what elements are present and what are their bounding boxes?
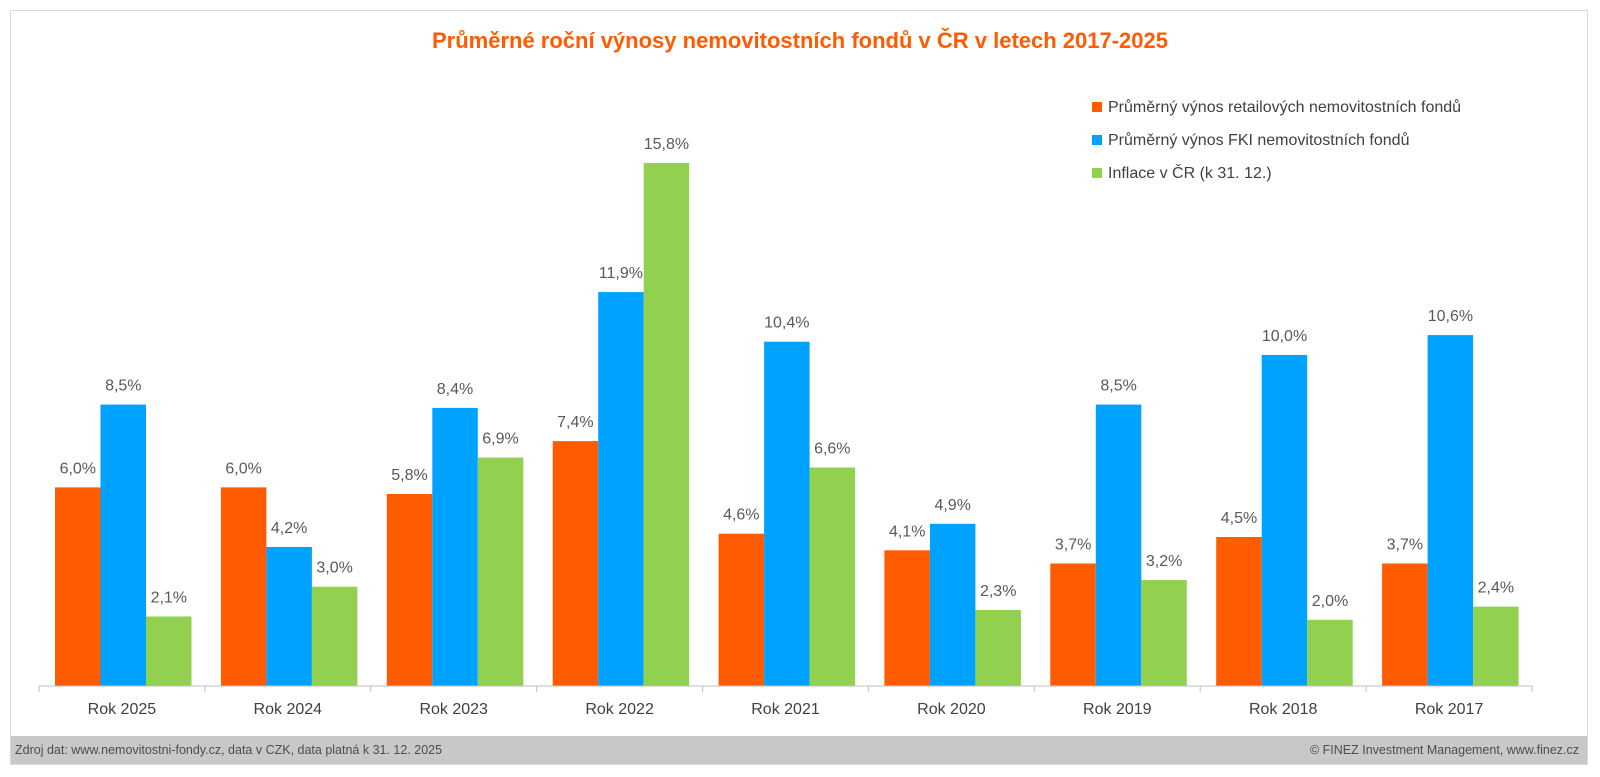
data-label-fki-4: 11,9% bbox=[599, 265, 643, 282]
bar-retail-1 bbox=[55, 487, 101, 686]
bar-inflation-3 bbox=[477, 457, 524, 686]
bar-fki-7 bbox=[1095, 404, 1142, 686]
bar-retail-3 bbox=[386, 494, 433, 686]
x-tick-label-3: Rok 2023 bbox=[419, 701, 488, 718]
x-tick-label-7: Rok 2019 bbox=[1083, 701, 1152, 718]
data-label-retail-8: 4,5% bbox=[1221, 510, 1257, 527]
data-label-inflation-9: 2,4% bbox=[1478, 580, 1514, 597]
footer-bar: Zdroj dat: www.nemovitostni-fondy.cz, da… bbox=[11, 736, 1587, 764]
bar-retail-5 bbox=[718, 533, 765, 686]
data-label-fki-3: 8,4% bbox=[437, 381, 473, 398]
bar-inflation-1 bbox=[146, 616, 192, 686]
legend-swatch-retail bbox=[1092, 102, 1102, 112]
data-label-fki-8: 10,0% bbox=[1262, 328, 1307, 345]
data-label-inflation-6: 2,3% bbox=[980, 583, 1016, 600]
data-label-inflation-3: 6,9% bbox=[482, 431, 518, 448]
data-label-fki-5: 10,4% bbox=[764, 315, 809, 332]
data-label-retail-3: 5,8% bbox=[391, 467, 427, 484]
bar-inflation-4 bbox=[643, 163, 690, 686]
footer-copyright: © FINEZ Investment Management, www.finez… bbox=[1309, 743, 1579, 757]
data-label-retail-5: 4,6% bbox=[723, 507, 759, 524]
data-label-inflation-4: 15,8% bbox=[644, 136, 689, 153]
legend-label-inflation: Inflace v ČR (k 31. 12.) bbox=[1108, 163, 1272, 182]
data-label-retail-9: 3,7% bbox=[1387, 537, 1423, 554]
data-label-fki-7: 8,5% bbox=[1100, 378, 1136, 395]
legend-label-fki: Průměrný výnos FKI nemovitostních fondů bbox=[1108, 131, 1409, 149]
legend-swatch-fki bbox=[1092, 135, 1102, 145]
data-label-inflation-8: 2,0% bbox=[1312, 593, 1348, 610]
bar-fki-4 bbox=[598, 292, 644, 686]
footer-source: Zdroj dat: www.nemovitostni-fondy.cz, da… bbox=[15, 743, 443, 757]
data-label-fki-1: 8,5% bbox=[105, 378, 141, 395]
data-label-retail-7: 3,7% bbox=[1055, 537, 1091, 554]
x-tick-label-1: Rok 2025 bbox=[88, 701, 157, 718]
data-label-retail-4: 7,4% bbox=[557, 414, 593, 431]
x-tick-label-8: Rok 2018 bbox=[1249, 701, 1318, 718]
bar-inflation-8 bbox=[1307, 619, 1353, 686]
x-tick-label-6: Rok 2020 bbox=[917, 701, 986, 718]
bar-inflation-9 bbox=[1473, 606, 1519, 686]
bar-retail-8 bbox=[1216, 537, 1262, 686]
bar-fki-2 bbox=[266, 547, 312, 686]
bar-fki-1 bbox=[100, 404, 146, 686]
bar-fki-6 bbox=[929, 523, 976, 686]
bar-inflation-2 bbox=[311, 586, 358, 686]
bar-fki-3 bbox=[432, 407, 478, 686]
bar-retail-7 bbox=[1050, 563, 1096, 686]
bar-inflation-5 bbox=[809, 467, 856, 686]
data-label-inflation-7: 3,2% bbox=[1146, 553, 1182, 570]
x-tick-label-5: Rok 2021 bbox=[751, 701, 820, 718]
data-label-inflation-1: 2,1% bbox=[151, 590, 187, 607]
bar-retail-9 bbox=[1382, 563, 1428, 686]
bar-inflation-7 bbox=[1141, 580, 1187, 686]
data-label-retail-2: 6,0% bbox=[225, 460, 261, 477]
x-tick-label-4: Rok 2022 bbox=[585, 701, 654, 718]
data-label-fki-9: 10,6% bbox=[1428, 308, 1473, 325]
x-tick-label-2: Rok 2024 bbox=[254, 701, 323, 718]
bar-retail-4 bbox=[552, 441, 599, 686]
data-label-retail-1: 6,0% bbox=[60, 460, 96, 477]
chart-title: Průměrné roční výnosy nemovitostních fon… bbox=[431, 28, 1168, 53]
bar-fki-9 bbox=[1427, 335, 1474, 686]
data-label-inflation-2: 3,0% bbox=[316, 560, 352, 577]
legend-label-retail: Průměrný výnos retailových nemovitostníc… bbox=[1108, 98, 1461, 116]
bar-retail-2 bbox=[220, 487, 267, 686]
bar-fki-8 bbox=[1261, 355, 1308, 686]
x-tick-label-9: Rok 2017 bbox=[1415, 701, 1484, 718]
bar-retail-6 bbox=[884, 550, 930, 686]
data-label-inflation-5: 6,6% bbox=[814, 441, 850, 458]
data-label-fki-6: 4,9% bbox=[934, 497, 970, 514]
legend-swatch-inflation bbox=[1092, 168, 1102, 178]
data-label-retail-6: 4,1% bbox=[889, 523, 925, 540]
bar-fki-5 bbox=[764, 341, 810, 686]
data-label-fki-2: 4,2% bbox=[271, 520, 307, 537]
bar-inflation-6 bbox=[975, 609, 1021, 686]
